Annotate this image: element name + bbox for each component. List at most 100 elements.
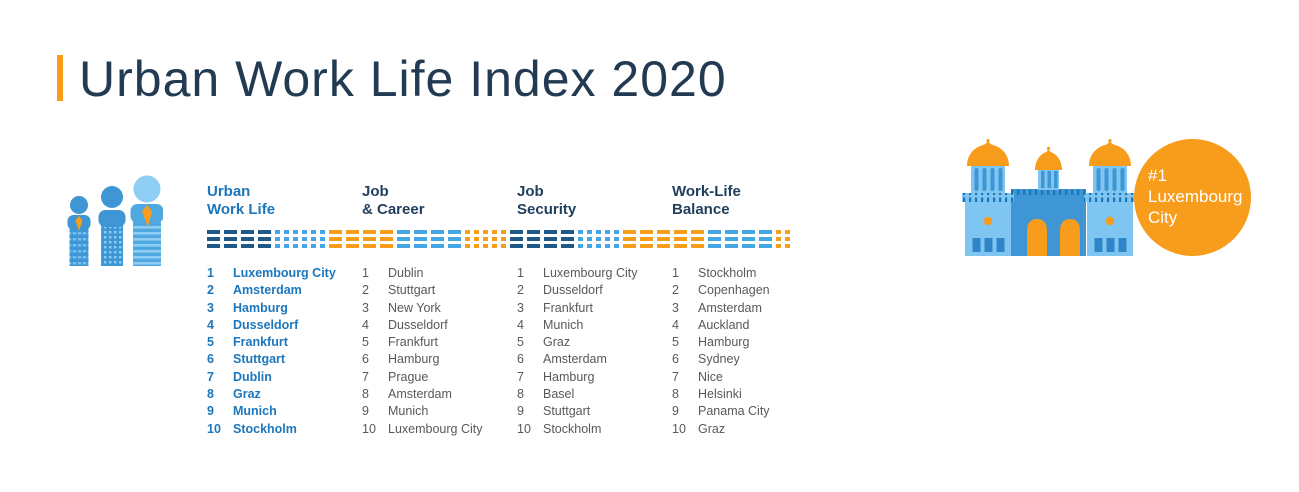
rank-number: 4 <box>517 317 524 332</box>
city-name: Panama City <box>698 404 770 419</box>
rank-number: 4 <box>672 317 679 332</box>
city-name: Hamburg <box>543 369 595 384</box>
divider-ribbon-row <box>207 237 792 241</box>
rank-number: 9 <box>362 404 369 419</box>
column-header-line1: Job <box>362 183 389 200</box>
rank-number: 3 <box>517 300 524 315</box>
ranking-row: 1 Dublin <box>362 266 517 283</box>
rank-number: 1 <box>517 266 524 280</box>
rank-number: 10 <box>207 421 221 436</box>
ranking-row: 7 Nice <box>672 370 827 387</box>
city-name: Sydney <box>698 352 740 367</box>
column-header-line1: Urban <box>207 183 251 200</box>
ranking-row: 3 Hamburg <box>207 301 362 318</box>
ranking-list: 1 Dublin 2 Stuttgart 3 New York 4 <box>362 266 517 439</box>
rank-number: 5 <box>362 335 369 350</box>
ranking-row: 3 New York <box>362 301 517 318</box>
column-header-line1: Job <box>517 183 544 200</box>
ranking-row: 6 Stuttgart <box>207 352 362 369</box>
column-header: Job & Career <box>362 183 517 219</box>
ranking-row: 5 Hamburg <box>672 335 827 352</box>
column-header: Urban Work Life <box>207 183 362 219</box>
ranking-row: 4 Munich <box>517 318 672 335</box>
rank-number: 5 <box>672 335 679 350</box>
rank-number: 9 <box>207 404 214 419</box>
column-work-life-balance: Work-Life Balance 1 Stockholm 2 Copenhag… <box>672 183 827 439</box>
ranking-row: 10 Stockholm <box>207 422 362 439</box>
rank-number: 9 <box>672 404 679 419</box>
ranking-list: 1 Luxembourg City 2 Amsterdam 3 Hamburg <box>207 266 362 439</box>
city-name: Prague <box>388 369 429 384</box>
luxembourg-cathedral-icon <box>962 139 1136 256</box>
city-name: Hamburg <box>388 352 440 367</box>
ranking-row: 2 Copenhagen <box>672 283 827 300</box>
ranking-row: 3 Amsterdam <box>672 301 827 318</box>
ranking-row: 4 Auckland <box>672 318 827 335</box>
rank-number: 3 <box>672 300 679 315</box>
ranking-row: 6 Amsterdam <box>517 352 672 369</box>
rank-number: 10 <box>517 421 531 436</box>
rank-number: 8 <box>362 387 369 402</box>
rank-number: 2 <box>672 283 679 298</box>
person-large-icon <box>130 175 163 266</box>
page-title: Urban Work Life Index 2020 <box>79 51 727 107</box>
rank-number: 9 <box>517 404 524 419</box>
city-name: Munich <box>543 317 584 332</box>
cathedral-center-body <box>1011 189 1086 256</box>
ranking-row: 2 Amsterdam <box>207 283 362 300</box>
city-name: Graz <box>233 387 261 402</box>
rank-number: 4 <box>207 317 214 332</box>
city-name: Nice <box>698 369 724 384</box>
column-header-line2: Security <box>517 201 577 218</box>
ranking-row: 2 Dusseldorf <box>517 283 672 300</box>
city-name: Basel <box>543 387 575 402</box>
rank-number: 8 <box>672 387 679 402</box>
cathedral-right-tower <box>1084 139 1136 256</box>
ranking-row: 1 Luxembourg City <box>517 266 672 283</box>
rank-number: 1 <box>672 266 679 280</box>
city-name: Frankfurt <box>233 335 288 350</box>
person-small-icon <box>67 196 91 266</box>
city-name: Graz <box>543 335 571 350</box>
rank-number: 5 <box>517 335 524 350</box>
divider-ribbon-row <box>207 230 792 234</box>
rank-number: 2 <box>207 283 214 298</box>
rank-number: 6 <box>517 352 524 367</box>
ranking-row: 7 Prague <box>362 370 517 387</box>
divider-ribbon-row <box>207 244 792 248</box>
city-name: Amsterdam <box>388 387 452 402</box>
city-name: Hamburg <box>698 335 750 350</box>
ranking-row: 1 Luxembourg City <box>207 266 362 283</box>
rank-number: 7 <box>517 369 524 384</box>
city-name: Graz <box>698 421 726 436</box>
ranking-row: 9 Stuttgart <box>517 404 672 421</box>
title-accent-bar <box>57 55 63 101</box>
city-name: Dusseldorf <box>388 317 448 332</box>
column-header-line2: Balance <box>672 201 730 218</box>
divider-ribbon <box>207 230 792 251</box>
ranking-row: 9 Munich <box>207 404 362 421</box>
city-name: Dublin <box>233 369 272 384</box>
city-name: Dublin <box>388 266 424 280</box>
rank-number: 10 <box>362 421 376 436</box>
rank-number: 7 <box>672 369 679 384</box>
city-name: Amsterdam <box>233 283 302 298</box>
ranking-row: 3 Frankfurt <box>517 301 672 318</box>
ranking-row: 5 Frankfurt <box>207 335 362 352</box>
rank-number: 1 <box>207 266 214 280</box>
rank-number: 5 <box>207 335 214 350</box>
badge-city-line2: City <box>1148 208 1178 227</box>
rank-number: 3 <box>207 300 214 315</box>
rank-number: 7 <box>207 369 214 384</box>
people-growth-icon <box>67 175 163 266</box>
ranking-row: 9 Panama City <box>672 404 827 421</box>
ranking-row: 10 Stockholm <box>517 422 672 439</box>
city-name: Stuttgart <box>388 283 436 298</box>
ranking-row: 5 Graz <box>517 335 672 352</box>
ranking-row: 4 Dusseldorf <box>207 318 362 335</box>
city-name: Munich <box>388 404 429 419</box>
city-name: Stockholm <box>543 421 602 436</box>
ranking-row: 6 Sydney <box>672 352 827 369</box>
ranking-row: 10 Luxembourg City <box>362 422 517 439</box>
